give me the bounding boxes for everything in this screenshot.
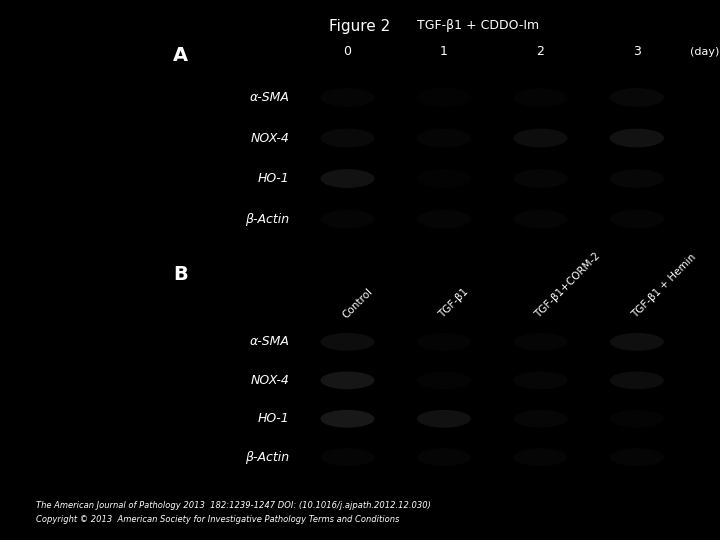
Text: NOX-4: NOX-4: [251, 132, 289, 145]
Ellipse shape: [610, 410, 664, 428]
Ellipse shape: [610, 448, 664, 466]
Ellipse shape: [320, 169, 374, 188]
Text: HO-1: HO-1: [258, 172, 289, 185]
Ellipse shape: [513, 169, 567, 188]
Ellipse shape: [417, 129, 471, 147]
Text: β-Actin: β-Actin: [246, 451, 289, 464]
Text: HO-1: HO-1: [258, 412, 289, 426]
Ellipse shape: [320, 88, 374, 107]
Text: The American Journal of Pathology 2013  182:1239-1247 DOI: (10.1016/j.ajpath.201: The American Journal of Pathology 2013 1…: [36, 501, 431, 510]
Text: B: B: [173, 265, 187, 284]
Ellipse shape: [417, 372, 471, 389]
Ellipse shape: [320, 333, 374, 351]
Ellipse shape: [320, 210, 374, 228]
Ellipse shape: [610, 210, 664, 228]
Ellipse shape: [513, 129, 567, 147]
Ellipse shape: [513, 333, 567, 351]
Ellipse shape: [320, 448, 374, 466]
Text: β-Actin: β-Actin: [246, 213, 289, 226]
Ellipse shape: [417, 210, 471, 228]
Text: TGF-β1 + CDDO-Im: TGF-β1 + CDDO-Im: [417, 19, 539, 32]
Ellipse shape: [513, 410, 567, 428]
Ellipse shape: [610, 129, 664, 147]
Text: Copyright © 2013  American Society for Investigative Pathology Terms and Conditi: Copyright © 2013 American Society for In…: [36, 515, 400, 524]
Ellipse shape: [417, 333, 471, 351]
Ellipse shape: [610, 169, 664, 188]
Ellipse shape: [417, 169, 471, 188]
Text: NOX-4: NOX-4: [251, 374, 289, 387]
Ellipse shape: [320, 372, 374, 389]
Text: Control: Control: [341, 286, 374, 320]
Ellipse shape: [610, 333, 664, 351]
Ellipse shape: [610, 372, 664, 389]
Ellipse shape: [610, 88, 664, 107]
Text: α-SMA: α-SMA: [250, 335, 289, 348]
Text: TGF-β1 + Hemin: TGF-β1 + Hemin: [630, 252, 698, 320]
Text: 0: 0: [343, 45, 351, 58]
Ellipse shape: [513, 88, 567, 107]
Text: 3: 3: [633, 45, 641, 58]
Text: 2: 2: [536, 45, 544, 58]
Ellipse shape: [513, 210, 567, 228]
Text: (day): (day): [690, 47, 719, 57]
Ellipse shape: [320, 410, 374, 428]
Text: 1: 1: [440, 45, 448, 58]
Text: TGF-β1: TGF-β1: [437, 287, 470, 320]
Text: A: A: [173, 46, 188, 65]
Ellipse shape: [417, 448, 471, 466]
Ellipse shape: [513, 372, 567, 389]
Ellipse shape: [513, 448, 567, 466]
Ellipse shape: [320, 129, 374, 147]
Ellipse shape: [417, 88, 471, 107]
Text: TGF-β1+CORM-2: TGF-β1+CORM-2: [534, 251, 603, 320]
Ellipse shape: [417, 410, 471, 428]
Text: α-SMA: α-SMA: [250, 91, 289, 104]
Text: Figure 2: Figure 2: [329, 19, 391, 34]
